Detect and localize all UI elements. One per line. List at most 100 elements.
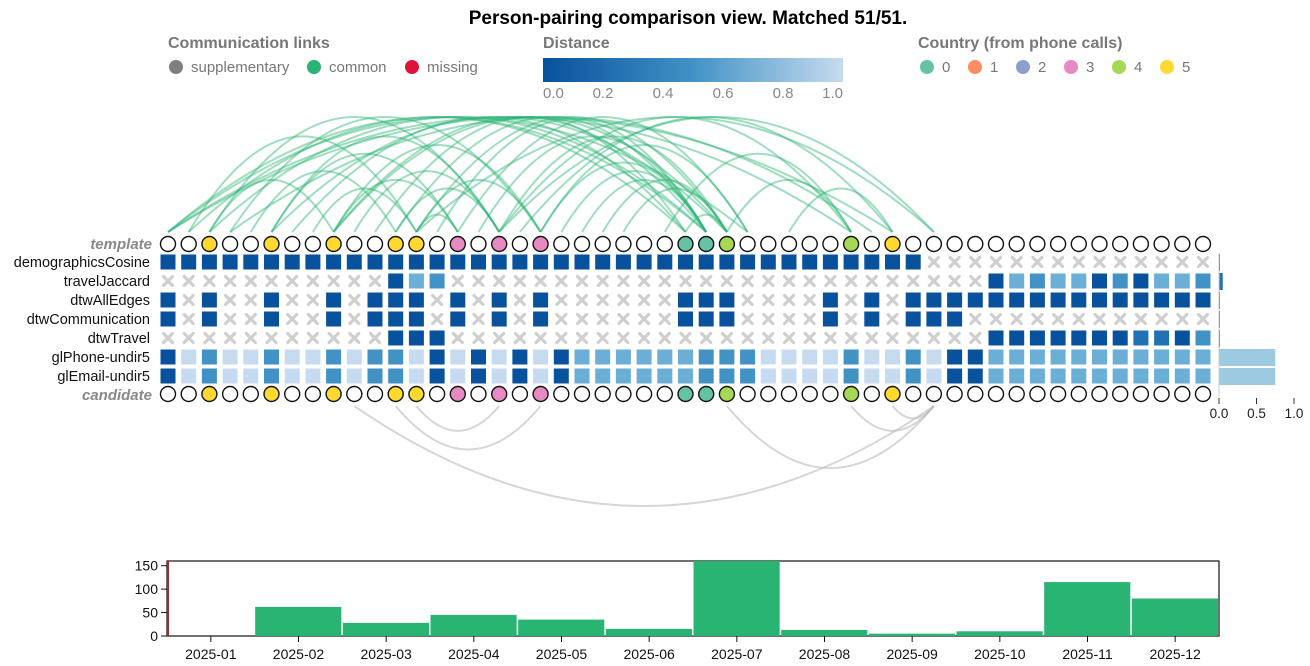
candidate-node[interactable] — [1091, 385, 1108, 403]
histogram-bar[interactable] — [1044, 582, 1131, 636]
distance-cell[interactable] — [947, 292, 963, 308]
distance-cell[interactable] — [512, 368, 528, 384]
template-node[interactable] — [801, 235, 818, 253]
distance-cell[interactable] — [698, 254, 714, 270]
distance-cell[interactable] — [1195, 349, 1211, 365]
distance-cell[interactable] — [181, 349, 197, 365]
candidate-node[interactable] — [946, 385, 963, 403]
histogram-bar[interactable] — [518, 619, 605, 636]
candidate-node[interactable] — [180, 385, 197, 403]
candidate-node[interactable] — [594, 385, 611, 403]
candidate-node[interactable] — [449, 385, 466, 403]
template-node[interactable] — [967, 235, 984, 253]
distance-cell[interactable] — [388, 368, 404, 384]
template-node[interactable] — [987, 235, 1005, 253]
template-node[interactable] — [822, 235, 839, 253]
distance-cell[interactable] — [201, 349, 217, 365]
distance-cell[interactable] — [698, 368, 714, 384]
distance-cell[interactable] — [326, 254, 342, 270]
distance-cell[interactable] — [1029, 292, 1045, 308]
distance-cell[interactable] — [636, 349, 652, 365]
distance-cell[interactable] — [201, 254, 217, 270]
distance-cell[interactable] — [885, 254, 900, 270]
distance-cell[interactable] — [201, 311, 217, 327]
distance-cell[interactable] — [988, 330, 1004, 346]
distance-cell[interactable] — [1195, 330, 1211, 346]
distance-cell[interactable] — [243, 368, 259, 384]
template-node[interactable] — [1008, 235, 1025, 253]
template-node[interactable] — [511, 235, 529, 253]
distance-cell[interactable] — [1071, 292, 1087, 308]
distance-cell[interactable] — [719, 368, 735, 384]
template-node[interactable] — [449, 235, 466, 253]
distance-cell[interactable] — [491, 368, 507, 384]
distance-cell[interactable] — [367, 254, 383, 270]
distance-cell[interactable] — [657, 254, 673, 270]
distance-cell[interactable] — [346, 349, 362, 365]
candidate-node[interactable] — [635, 385, 653, 403]
candidate-node[interactable] — [366, 385, 384, 403]
template-node[interactable] — [1174, 235, 1191, 253]
distance-cell[interactable] — [905, 311, 921, 327]
candidate-node[interactable] — [387, 385, 404, 403]
distance-cell[interactable] — [533, 311, 549, 327]
histogram-bar[interactable] — [605, 628, 692, 636]
distance-cell[interactable] — [512, 254, 528, 270]
template-node[interactable] — [925, 235, 943, 253]
distance-cell[interactable] — [1133, 368, 1149, 384]
distance-cell[interactable] — [719, 292, 735, 308]
distance-cell[interactable] — [864, 311, 880, 327]
distance-cell[interactable] — [1029, 368, 1045, 384]
distance-cell[interactable] — [1050, 349, 1066, 365]
distance-cell[interactable] — [160, 311, 176, 327]
distance-cell[interactable] — [574, 368, 590, 384]
distance-cell[interactable] — [1050, 368, 1066, 384]
distance-cell[interactable] — [264, 292, 279, 308]
distance-cell[interactable] — [864, 292, 880, 308]
distance-cell[interactable] — [822, 254, 838, 270]
distance-cell[interactable] — [1009, 368, 1025, 384]
template-node[interactable] — [304, 235, 322, 253]
distance-cell[interactable] — [326, 311, 342, 327]
distance-cell[interactable] — [450, 368, 466, 384]
distance-cell[interactable] — [471, 349, 486, 365]
distance-cell[interactable] — [243, 349, 259, 365]
candidate-node[interactable] — [1111, 385, 1129, 403]
distance-cell[interactable] — [160, 254, 176, 270]
distance-cell[interactable] — [781, 368, 797, 384]
distance-cell[interactable] — [947, 311, 963, 327]
distance-cell[interactable] — [491, 311, 507, 327]
candidate-node[interactable] — [491, 385, 508, 403]
distance-cell[interactable] — [1174, 349, 1190, 365]
distance-cell[interactable] — [201, 292, 217, 308]
template-node[interactable] — [573, 235, 591, 253]
distance-cell[interactable] — [615, 368, 631, 384]
distance-cell[interactable] — [1174, 330, 1190, 346]
template-node[interactable] — [863, 235, 880, 253]
distance-cell[interactable] — [1154, 273, 1170, 289]
distance-cell[interactable] — [429, 273, 445, 289]
distance-cell[interactable] — [822, 311, 838, 327]
distance-cell[interactable] — [1009, 273, 1025, 289]
distance-cell[interactable] — [967, 368, 983, 384]
distance-cell[interactable] — [822, 368, 838, 384]
distance-cell[interactable] — [1029, 330, 1045, 346]
distance-cell[interactable] — [988, 292, 1004, 308]
distance-cell[interactable] — [305, 254, 321, 270]
candidate-node[interactable] — [1070, 385, 1088, 403]
distance-cell[interactable] — [1009, 349, 1025, 365]
template-node[interactable] — [242, 235, 260, 253]
distance-cell[interactable] — [926, 292, 942, 308]
distance-cell[interactable] — [1154, 349, 1170, 365]
candidate-node[interactable] — [1132, 385, 1150, 403]
distance-cell[interactable] — [367, 292, 383, 308]
distance-cell[interactable] — [864, 368, 880, 384]
distance-cell[interactable] — [1174, 368, 1190, 384]
distance-cell[interactable] — [1092, 330, 1107, 346]
distance-cell[interactable] — [926, 349, 942, 365]
template-node[interactable] — [656, 235, 673, 253]
histogram-bar[interactable] — [956, 631, 1043, 636]
distance-cell[interactable] — [1092, 368, 1107, 384]
candidate-node[interactable] — [304, 385, 322, 403]
distance-cell[interactable] — [1029, 273, 1045, 289]
